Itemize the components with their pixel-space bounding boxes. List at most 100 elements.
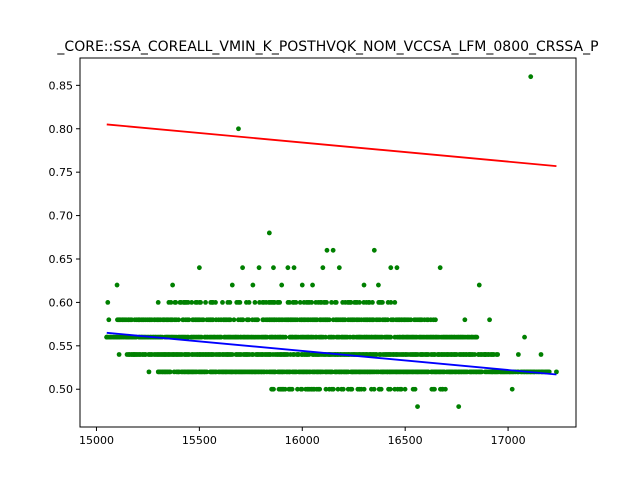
- data-points: [104, 74, 559, 409]
- data-point: [476, 282, 482, 288]
- data-point: [462, 317, 468, 323]
- data-point: [361, 282, 367, 288]
- data-point: [229, 352, 235, 357]
- data-point: [387, 386, 393, 392]
- data-point: [361, 386, 367, 392]
- data-point: [104, 334, 110, 340]
- data-point: [299, 282, 305, 288]
- data-point: [323, 334, 328, 340]
- data-point: [137, 317, 143, 323]
- data-point: [227, 300, 233, 305]
- data-point: [246, 300, 252, 305]
- data-point: [442, 386, 448, 392]
- data-point: [320, 265, 326, 271]
- data-point: [283, 334, 288, 340]
- data-point: [203, 300, 208, 305]
- data-point: [310, 282, 315, 288]
- data-point: [173, 300, 179, 305]
- data-point: [472, 352, 478, 357]
- x-tick-label: 15500: [182, 434, 217, 447]
- data-point: [333, 300, 339, 305]
- data-point: [250, 282, 256, 288]
- data-point: [229, 282, 235, 288]
- data-point: [252, 300, 258, 305]
- data-point: [370, 300, 375, 305]
- data-point: [433, 317, 438, 323]
- data-point: [371, 386, 377, 392]
- data-point: [285, 265, 291, 271]
- data-point: [376, 282, 381, 288]
- y-tick-label: 0.50: [49, 383, 74, 396]
- fit-line: [106, 331, 557, 376]
- x-tick-label: 16500: [388, 434, 423, 447]
- data-point: [186, 317, 192, 323]
- data-point: [394, 265, 400, 271]
- data-point: [168, 300, 174, 305]
- data-point: [317, 386, 323, 392]
- data-point: [255, 317, 261, 323]
- y-tick-label: 0.65: [49, 253, 74, 266]
- data-point: [271, 265, 276, 271]
- fit-line: [106, 123, 557, 167]
- data-point: [106, 317, 112, 323]
- data-point: [329, 300, 334, 305]
- data-point: [246, 317, 252, 323]
- data-point: [277, 300, 283, 305]
- data-point: [408, 317, 414, 323]
- data-point: [279, 282, 285, 288]
- data-point: [509, 386, 515, 392]
- data-point: [204, 369, 210, 375]
- data-point: [170, 282, 176, 288]
- data-point: [306, 352, 312, 357]
- data-point: [495, 352, 501, 357]
- data-point: [324, 300, 329, 305]
- data-point: [196, 265, 202, 271]
- data-point: [293, 300, 299, 305]
- data-point: [122, 317, 128, 323]
- data-point: [105, 300, 111, 305]
- data-point: [323, 386, 329, 392]
- data-point: [236, 126, 241, 132]
- data-point: [326, 317, 332, 323]
- data-point: [538, 352, 544, 357]
- data-point: [528, 74, 534, 80]
- data-point: [371, 247, 377, 253]
- axes: 15000 15500 16000 16500 17000 0.50 0.55 0.60 0.6…: [49, 57, 577, 447]
- y-tick-label: 0.55: [49, 340, 74, 353]
- data-point: [378, 386, 384, 392]
- data-point: [256, 265, 262, 271]
- data-point: [155, 300, 161, 305]
- data-point: [220, 300, 225, 305]
- data-point: [309, 300, 315, 305]
- data-point: [266, 230, 272, 236]
- x-tick-label: 16000: [285, 434, 320, 447]
- data-point: [483, 352, 488, 357]
- data-point: [349, 386, 355, 392]
- data-point: [385, 317, 391, 323]
- data-point: [335, 386, 341, 392]
- data-point: [474, 334, 480, 340]
- chart-title: _CORE::SSA_COREALL_VMIN_K_POSTHVQK_NOM_V…: [56, 39, 598, 55]
- data-point: [388, 265, 394, 271]
- data-point: [415, 404, 420, 409]
- data-point: [299, 386, 305, 392]
- data-point: [380, 300, 385, 305]
- data-point: [282, 386, 288, 392]
- y-tick-label: 0.85: [49, 79, 74, 92]
- data-point: [237, 300, 243, 305]
- data-point: [176, 317, 181, 323]
- data-point: [198, 300, 203, 305]
- data-point: [295, 386, 300, 392]
- data-point: [189, 300, 195, 305]
- y-tick-label: 0.70: [49, 210, 74, 223]
- data-point: [432, 386, 437, 392]
- data-point: [437, 265, 443, 271]
- data-point: [392, 300, 398, 305]
- data-point: [185, 300, 191, 305]
- x-tick-label: 17000: [491, 434, 526, 447]
- data-point: [388, 300, 394, 305]
- data-point: [200, 317, 206, 323]
